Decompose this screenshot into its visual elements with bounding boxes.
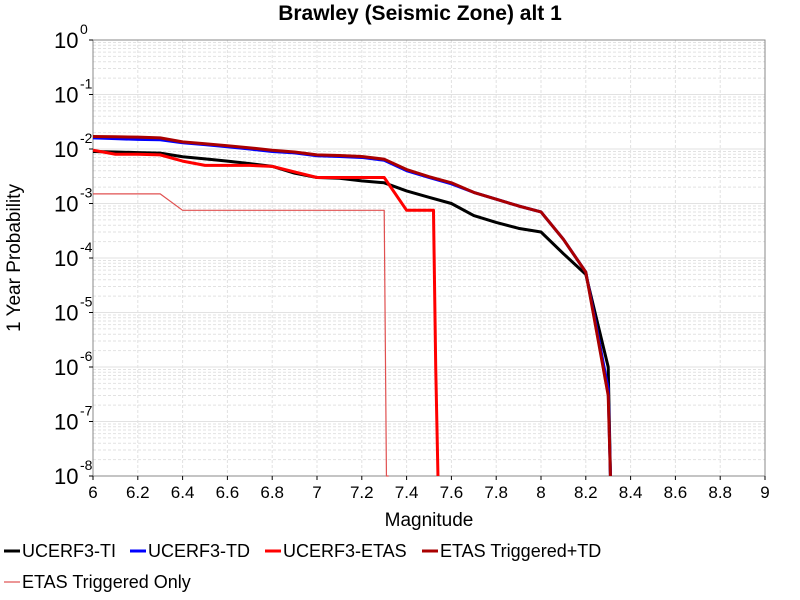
y-tick-label: 10 -1 xyxy=(54,76,93,108)
y-tick-label: 10 0 xyxy=(54,21,88,53)
x-tick-label: 8 xyxy=(536,483,545,502)
y-tick-exponent: 0 xyxy=(80,21,88,37)
y-tick-exponent: -5 xyxy=(80,294,93,310)
y-tick-exponent: -4 xyxy=(80,239,93,255)
series-line-ucerf3-etas xyxy=(92,148,440,477)
legend-item: ETAS Triggered Only xyxy=(4,572,191,592)
legend-label: UCERF3-TD xyxy=(148,541,250,561)
y-tick-label: 10 -6 xyxy=(54,348,93,380)
x-tick-label: 6.8 xyxy=(260,483,284,502)
y-tick-exponent: -6 xyxy=(80,348,93,364)
x-tick-label: 8.8 xyxy=(708,483,732,502)
y-tick-base: 10 xyxy=(54,355,78,380)
x-tick-label: 9 xyxy=(760,483,769,502)
series-line-ucerf3-td xyxy=(92,136,612,477)
legend-label: UCERF3-TI xyxy=(22,541,116,561)
y-axis-label: 1 Year Probability xyxy=(4,184,25,332)
legend-label: ETAS Triggered+TD xyxy=(440,541,601,561)
y-tick-label: 10 -7 xyxy=(54,403,93,435)
legend-item: ETAS Triggered+TD xyxy=(422,541,601,561)
legend: UCERF3-TI UCERF3-TD UCERF3-ETAS ETAS Trigge… xyxy=(4,541,601,592)
x-tick-label: 8.6 xyxy=(664,483,688,502)
x-tick-label: 7.4 xyxy=(395,483,419,502)
x-tick-label: 7.6 xyxy=(440,483,464,502)
y-tick-base: 10 xyxy=(54,137,78,162)
x-tick-label: 7.2 xyxy=(350,483,374,502)
series-line-etas-triggered-only xyxy=(93,193,389,477)
grid xyxy=(92,40,766,477)
y-tick-label: 10 -4 xyxy=(54,239,93,271)
legend-item: UCERF3-TD xyxy=(130,541,250,561)
y-tick-base: 10 xyxy=(54,28,78,53)
y-tick-base: 10 xyxy=(54,83,78,108)
y-tick-exponent: -7 xyxy=(80,403,93,419)
y-tick-exponent: -8 xyxy=(80,457,93,473)
legend-label: UCERF3-ETAS xyxy=(283,541,407,561)
y-tick-exponent: -1 xyxy=(80,76,93,92)
y-tick-base: 10 xyxy=(54,464,78,489)
x-tick-label: 7.8 xyxy=(484,483,508,502)
x-tick-label: 6.6 xyxy=(216,483,240,502)
y-tick-base: 10 xyxy=(54,192,78,217)
y-tick-exponent: -3 xyxy=(80,185,93,201)
x-tick-label: 8.4 xyxy=(619,483,643,502)
y-tick-base: 10 xyxy=(54,246,78,271)
x-tick-label: 6.4 xyxy=(171,483,195,502)
x-tick-label: 7 xyxy=(312,483,321,502)
x-tick-label: 6 xyxy=(88,483,97,502)
x-axis-ticks: 6 6.2 6.4 6.6 6.8 7 7.2 7.4 7.6 7.8 8 8.2 8.4 8.6 8.8 9 xyxy=(88,476,770,502)
y-tick-label: 10 -2 xyxy=(54,130,93,162)
legend-label: ETAS Triggered Only xyxy=(22,572,191,592)
legend-item: UCERF3-TI xyxy=(4,541,116,561)
y-tick-label: 10 -3 xyxy=(54,185,93,217)
series-lines xyxy=(92,134,612,477)
y-tick-label: 10 -5 xyxy=(54,294,93,326)
legend-item: UCERF3-ETAS xyxy=(265,541,407,561)
y-tick-exponent: -2 xyxy=(80,130,93,146)
y-tick-label: 10 -8 xyxy=(54,457,93,489)
y-tick-base: 10 xyxy=(54,410,78,435)
x-axis-label: Magnitude xyxy=(385,510,474,531)
series-line-ucerf3-ti xyxy=(92,149,612,477)
x-tick-label: 6.2 xyxy=(126,483,150,502)
chart-title: Brawley (Seismic Zone) alt 1 xyxy=(278,2,562,25)
y-tick-base: 10 xyxy=(54,301,78,326)
x-tick-label: 8.2 xyxy=(574,483,598,502)
series-line-etas-triggered-td xyxy=(92,134,612,477)
